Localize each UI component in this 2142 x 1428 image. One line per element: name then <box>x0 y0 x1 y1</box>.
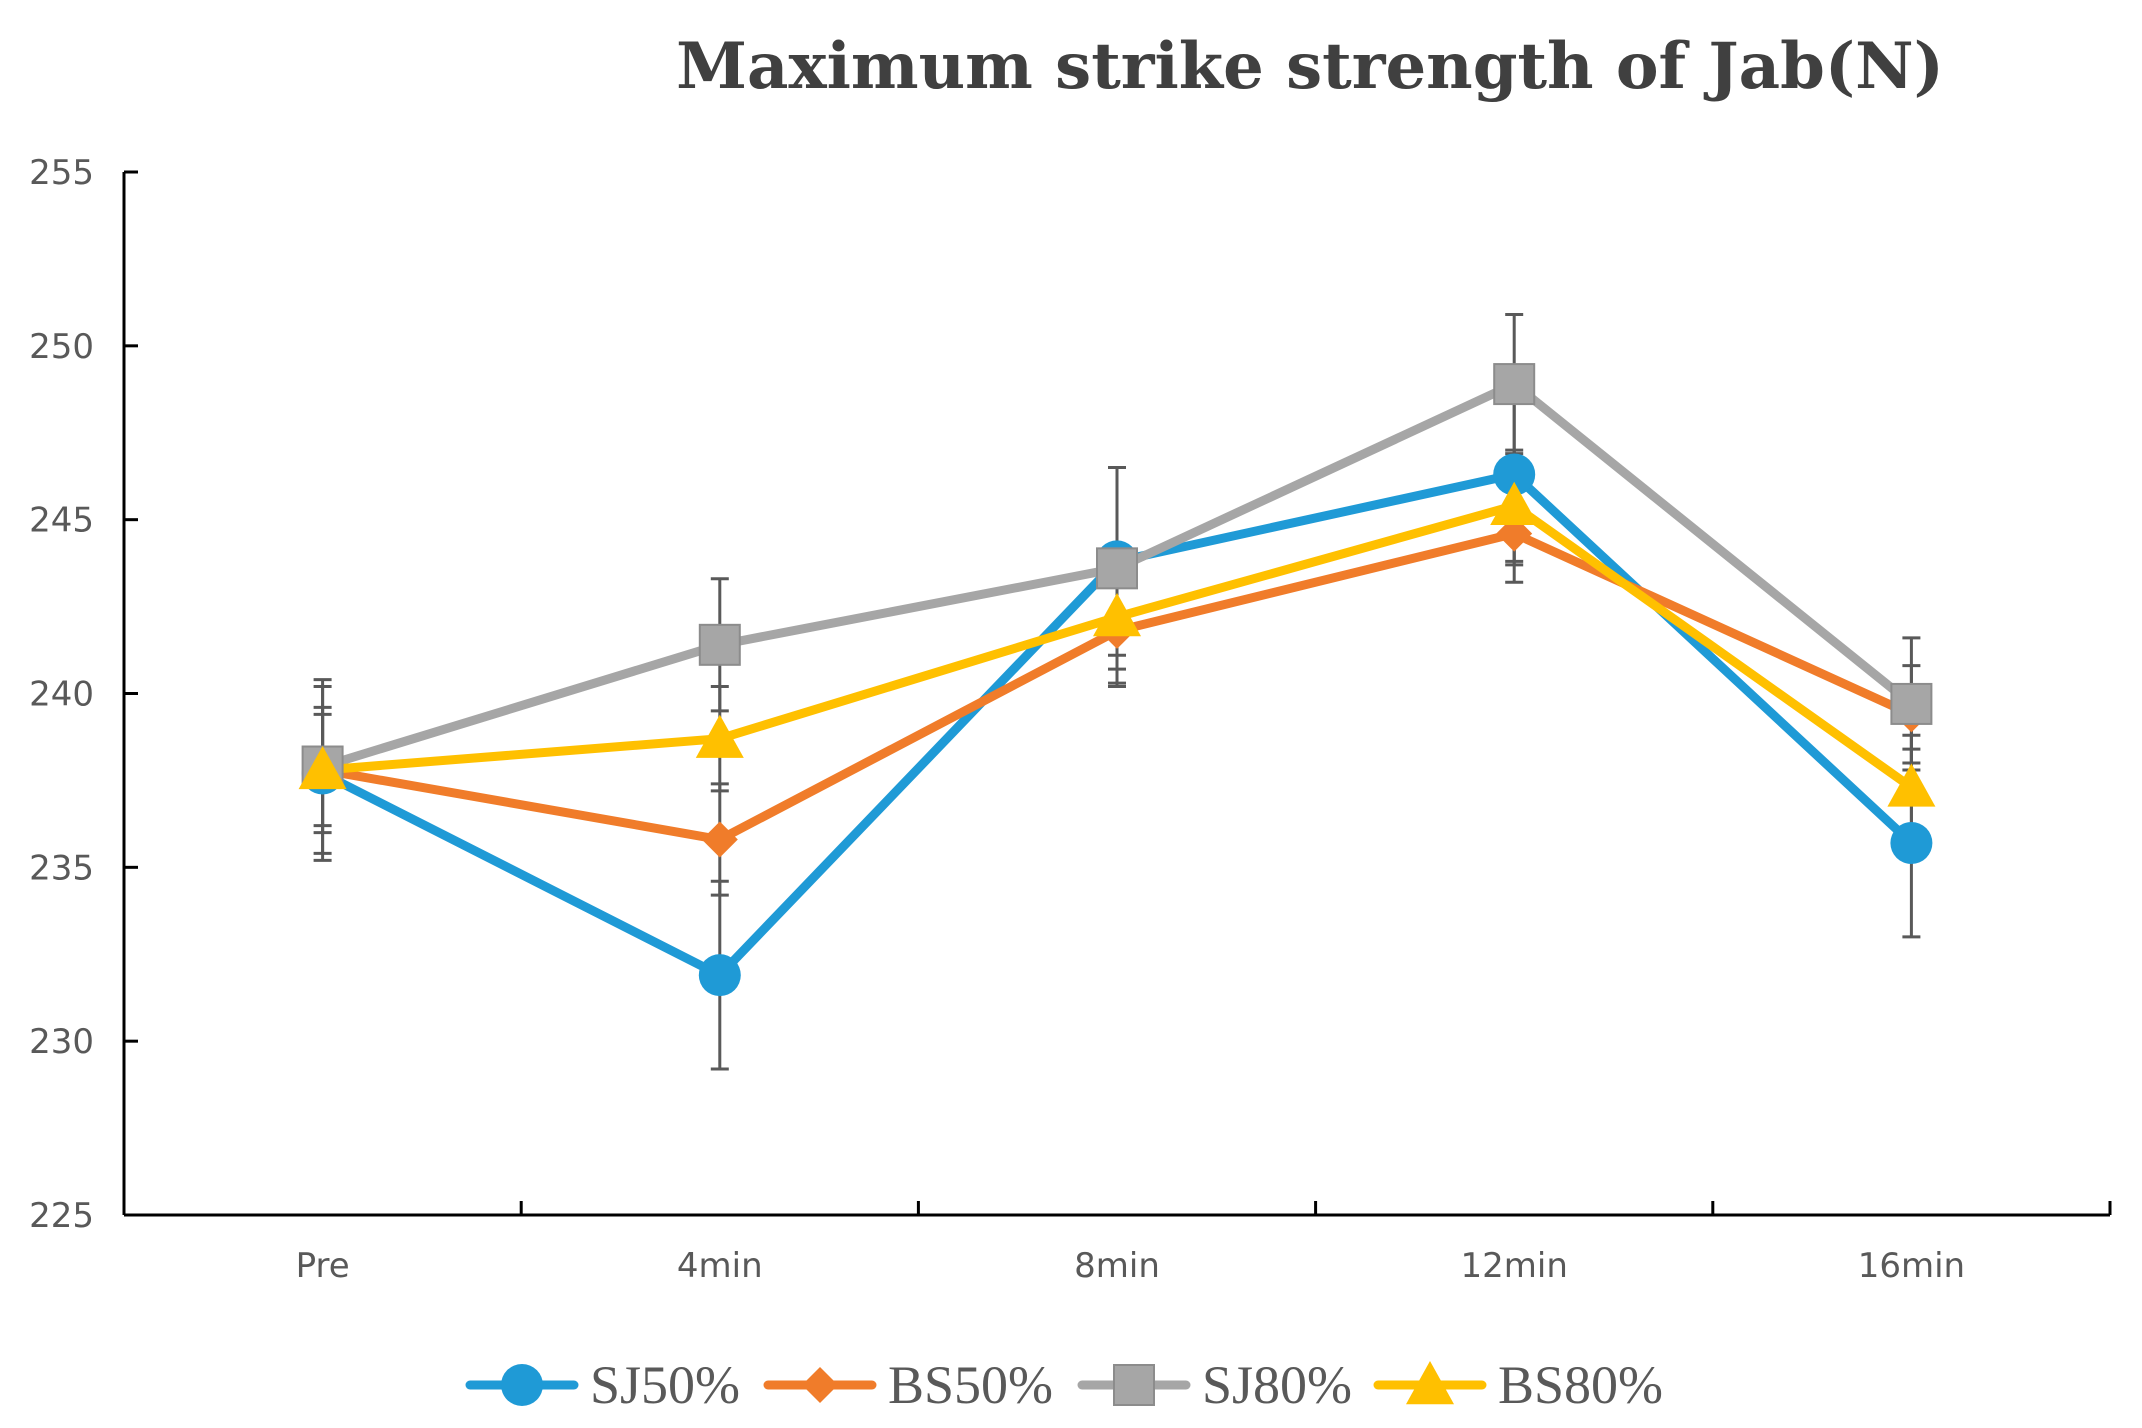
data-point-bs50 <box>701 821 738 858</box>
data-point-bs80 <box>1887 763 1936 807</box>
x-tick-label: 16min <box>1858 1246 1965 1286</box>
y-tick-label: 225 <box>29 1196 94 1236</box>
legend-marker <box>802 1367 838 1403</box>
chart-title: Maximum strike strength of Jab(N) <box>676 29 1944 104</box>
y-tick-label: 250 <box>29 327 94 367</box>
x-tick-label: 12min <box>1461 1246 1568 1286</box>
legend-marker <box>501 1364 543 1406</box>
data-point-bs80 <box>298 745 347 790</box>
y-tick-label: 255 <box>29 153 94 193</box>
x-tick-label: 8min <box>1074 1246 1160 1286</box>
y-tick-label: 230 <box>29 1022 94 1062</box>
legend-label: SJ80% <box>1202 1355 1352 1415</box>
legend-item-sj80: SJ80% <box>1077 1355 1352 1415</box>
data-point-sj50 <box>1493 453 1536 496</box>
legend-marker <box>1113 1364 1155 1406</box>
y-tick-label: 240 <box>29 675 94 715</box>
x-tick-label: 4min <box>677 1246 763 1286</box>
data-point-sj80 <box>1493 363 1536 406</box>
data-point-sj80 <box>1096 547 1138 590</box>
legend-label: SJ50% <box>590 1355 740 1415</box>
series-markers <box>298 363 1936 997</box>
data-point-sj50 <box>1890 821 1933 864</box>
y-tick-label: 245 <box>29 501 94 541</box>
data-point-sj80 <box>1890 682 1933 725</box>
data-point-bs80 <box>1093 593 1141 637</box>
legend-item-sj50: SJ50% <box>465 1355 740 1415</box>
data-point-sj80 <box>698 623 741 666</box>
axes: 225 230 235 240 245 250 255 Pre 4min 8min 12min 16m… <box>29 153 2112 1286</box>
x-tick-label: Pre <box>296 1246 350 1286</box>
data-point-bs80 <box>695 714 744 758</box>
legend: SJ50% BS50% SJ80% BS80% <box>465 1355 1663 1415</box>
legend-item-bs80: BS80% <box>1373 1355 1663 1415</box>
legend-item-bs50: BS50% <box>763 1355 1053 1415</box>
y-tick-label: 235 <box>29 848 94 888</box>
legend-label: BS50% <box>888 1355 1053 1415</box>
data-point-bs80 <box>1490 481 1539 525</box>
legend-label: BS80% <box>1498 1355 1663 1415</box>
legend-marker <box>1406 1361 1454 1405</box>
data-point-sj50 <box>698 954 741 997</box>
